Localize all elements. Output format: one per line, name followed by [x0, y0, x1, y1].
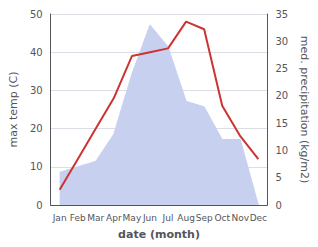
svg-text:10: 10 [30, 161, 43, 172]
svg-text:50: 50 [30, 9, 43, 20]
svg-text:max temp (C): max temp (C) [7, 71, 20, 147]
svg-text:Mar: Mar [87, 213, 104, 223]
svg-text:5: 5 [275, 172, 281, 183]
svg-text:Dec: Dec [250, 213, 267, 223]
svg-text:date (month): date (month) [118, 228, 200, 241]
svg-text:Oct: Oct [214, 213, 230, 223]
svg-text:20: 20 [275, 90, 288, 101]
svg-text:Sep: Sep [196, 213, 213, 223]
svg-text:10: 10 [275, 145, 288, 156]
svg-text:35: 35 [275, 9, 288, 20]
svg-text:20: 20 [30, 123, 43, 134]
svg-text:40: 40 [30, 47, 43, 58]
svg-text:Feb: Feb [70, 213, 86, 223]
svg-text:Nov: Nov [231, 213, 249, 223]
svg-text:May: May [123, 213, 142, 223]
svg-text:Jul: Jul [162, 213, 174, 223]
svg-text:Aug: Aug [177, 213, 195, 223]
svg-text:0: 0 [36, 200, 42, 211]
svg-text:med. precipitation (kg/m2): med. precipitation (kg/m2) [298, 36, 311, 184]
svg-text:30: 30 [30, 85, 43, 96]
svg-text:25: 25 [275, 63, 288, 74]
svg-text:30: 30 [275, 36, 288, 47]
svg-text:0: 0 [275, 200, 281, 211]
svg-text:15: 15 [275, 118, 288, 129]
svg-text:Jun: Jun [142, 213, 157, 223]
svg-text:Apr: Apr [106, 213, 122, 223]
svg-text:Jan: Jan [52, 213, 67, 223]
